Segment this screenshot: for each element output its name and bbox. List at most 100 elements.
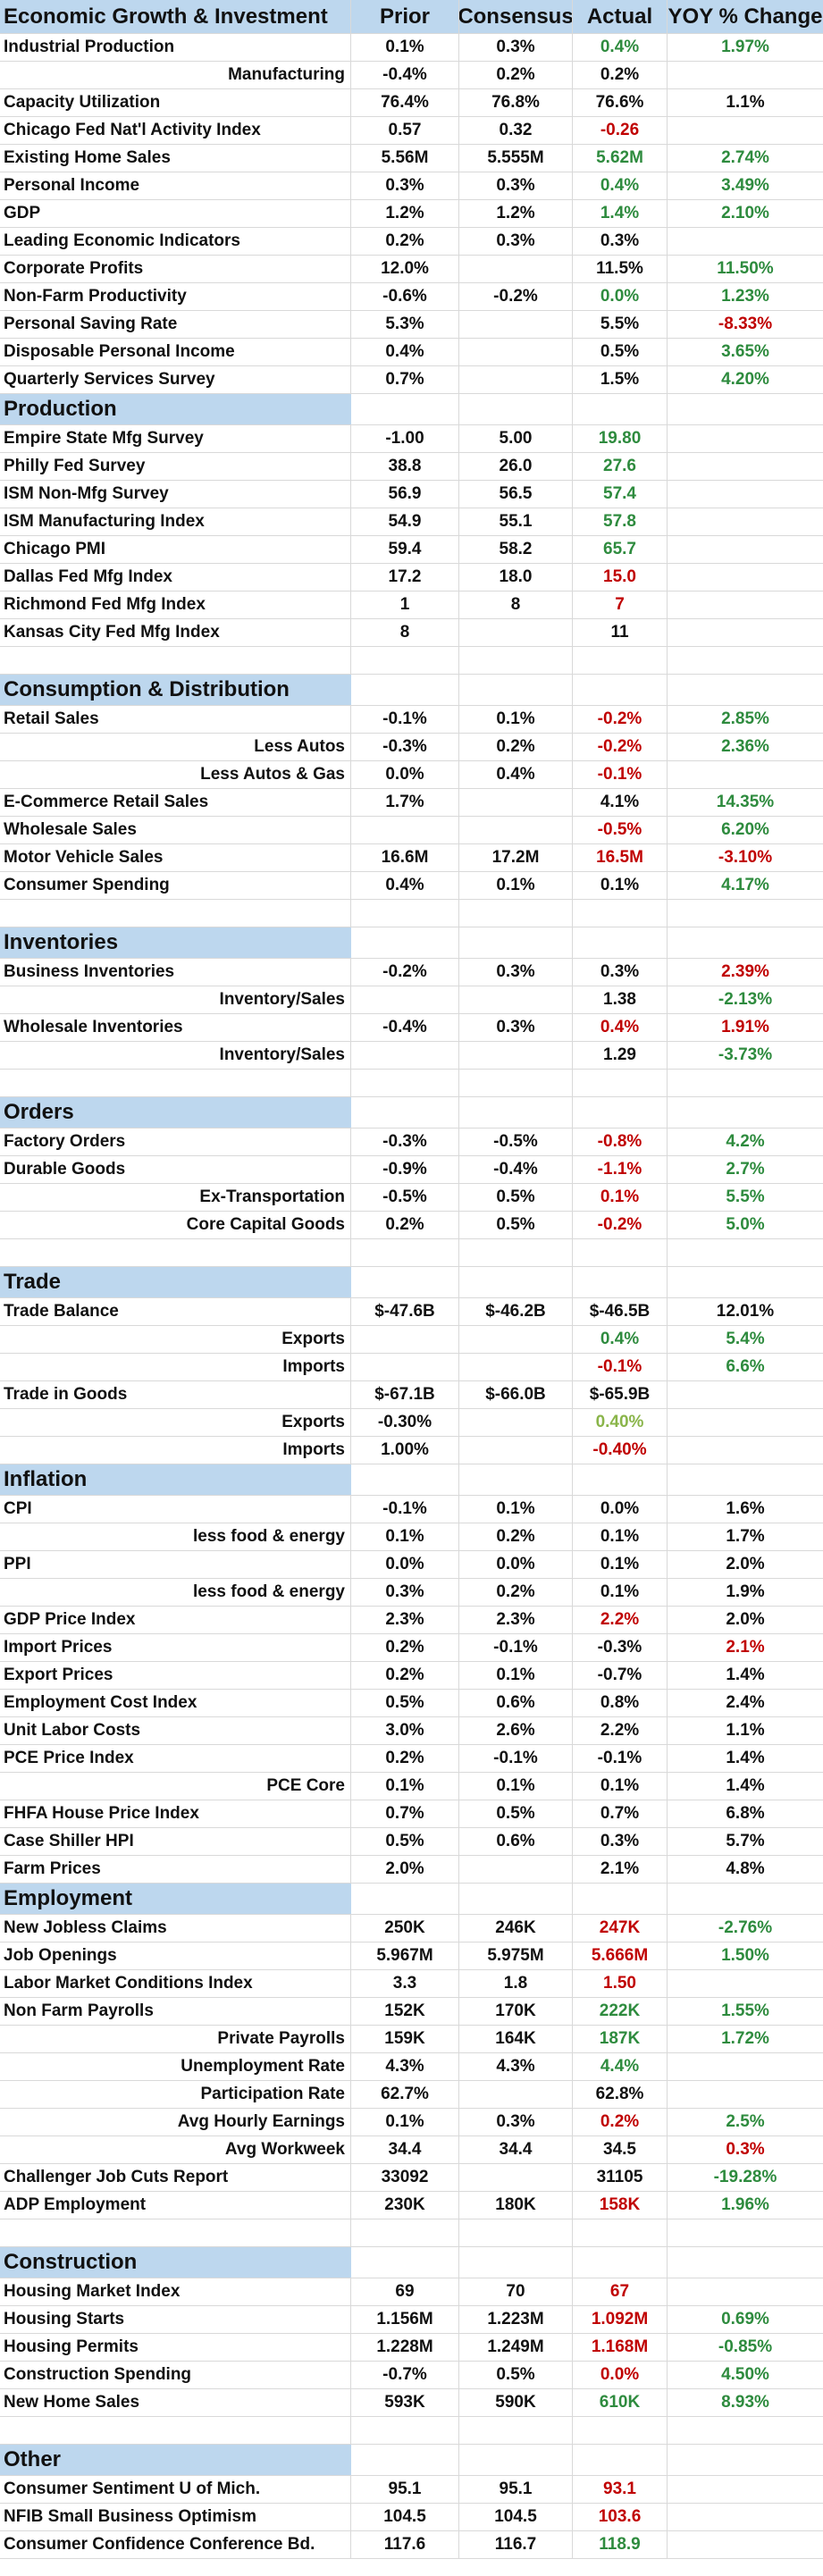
actual-value: 0.2%: [573, 2109, 668, 2135]
prior-value: [351, 986, 459, 1013]
table-header-row: Economic Growth & Investment Prior Conse…: [0, 0, 823, 34]
actual-value: -0.2%: [573, 734, 668, 760]
prior-value: 38.8: [351, 453, 459, 480]
section-title: Production: [0, 394, 351, 424]
yoy-change-value: 1.1%: [726, 93, 765, 112]
yoy-change-value: -2.76%: [718, 1918, 773, 1937]
empty-cell: [668, 1070, 823, 1096]
header-yoy-change: YOY % Change: [668, 4, 823, 29]
consensus-value: 0.3%: [459, 172, 573, 199]
table-row: Manufacturing -0.4% 0.2% 0.2%: [0, 62, 823, 89]
prior-value: [351, 817, 459, 843]
yoy-change-value: 4.50%: [721, 2365, 769, 2384]
prior-value: -0.3%: [351, 734, 459, 760]
section-title: Consumption & Distribution: [0, 675, 351, 705]
table-row: Wholesale Sales -0.5% 6.20%: [0, 817, 823, 844]
actual-value: 34.5: [573, 2136, 668, 2163]
table-row: Personal Saving Rate 5.3% 5.5% -8.33%: [0, 311, 823, 339]
table-row: Avg Hourly Earnings 0.1% 0.3% 0.2% 2.5%: [0, 2109, 823, 2136]
indicator-label: Housing Market Index: [0, 2278, 351, 2305]
yoy-change-value: [668, 453, 823, 480]
indicator-label: NFIB Small Business Optimism: [0, 2504, 351, 2530]
actual-value: 5.666M: [573, 1942, 668, 1969]
actual-value: 0.4%: [573, 34, 668, 61]
indicator-label: Import Prices: [0, 1634, 351, 1661]
section-empty-cell: [668, 1097, 823, 1128]
consensus-value: 0.2%: [459, 62, 573, 88]
actual-value: 0.3%: [573, 959, 668, 986]
empty-cell: [351, 1239, 459, 1266]
yoy-change-value: [668, 2531, 823, 2558]
consensus-value: 116.7: [459, 2531, 573, 2558]
empty-cell: [459, 647, 573, 674]
prior-value: 0.3%: [351, 172, 459, 199]
empty-cell: [0, 647, 351, 674]
consensus-value: [459, 619, 573, 646]
indicator-label: Consumer Spending: [0, 872, 351, 899]
prior-value: $-67.1B: [351, 1381, 459, 1408]
table-row: Kansas City Fed Mfg Index 8 11: [0, 619, 823, 647]
consensus-value: $-66.0B: [459, 1381, 573, 1408]
actual-value: 1.5%: [573, 366, 668, 393]
table-row: Unit Labor Costs 3.0% 2.6% 2.2% 1.1%: [0, 1717, 823, 1745]
empty-cell: [351, 647, 459, 674]
consensus-value: 95.1: [459, 2476, 573, 2503]
consensus-value: -0.4%: [459, 1156, 573, 1183]
indicator-label: Housing Starts: [0, 2306, 351, 2333]
table-row: Durable Goods -0.9% -0.4% -1.1% 2.7%: [0, 1156, 823, 1184]
table-row: Factory Orders -0.3% -0.5% -0.8% 4.2%: [0, 1129, 823, 1156]
prior-value: 0.2%: [351, 1745, 459, 1772]
actual-value: 62.8%: [573, 2081, 668, 2108]
yoy-change-value: 1.97%: [721, 38, 769, 56]
indicator-label: Core Capital Goods: [0, 1212, 351, 1238]
indicator-label: Quarterly Services Survey: [0, 366, 351, 393]
consensus-value: 0.0%: [459, 1551, 573, 1578]
consensus-value: 2.3%: [459, 1607, 573, 1633]
indicator-label: Chicago PMI: [0, 536, 351, 563]
actual-value: 67: [573, 2278, 668, 2305]
actual-value: 2.2%: [573, 1717, 668, 1744]
prior-value: 0.4%: [351, 339, 459, 365]
empty-cell: [573, 2219, 668, 2246]
table-row: Less Autos & Gas 0.0% 0.4% -0.1%: [0, 761, 823, 789]
consensus-value: [459, 1354, 573, 1380]
indicator-label: Construction Spending: [0, 2362, 351, 2388]
yoy-change-value: 1.4%: [726, 1776, 765, 1795]
consensus-value: 4.3%: [459, 2053, 573, 2080]
yoy-change-value: -0.85%: [718, 2337, 773, 2356]
consensus-value: 0.3%: [459, 1014, 573, 1041]
consensus-value: 5.975M: [459, 1942, 573, 1969]
consensus-value: 18.0: [459, 564, 573, 591]
actual-value: 11.5%: [573, 256, 668, 282]
actual-value: 57.4: [573, 481, 668, 508]
indicator-label: Case Shiller HPI: [0, 1828, 351, 1855]
yoy-change-value: [668, 62, 823, 88]
actual-value: -0.40%: [573, 1437, 668, 1464]
indicator-label: Wholesale Sales: [0, 817, 351, 843]
section-empty-cell: [668, 2445, 823, 2475]
actual-value: 2.1%: [573, 1856, 668, 1883]
actual-value: -0.1%: [573, 1745, 668, 1772]
yoy-change-value: 4.8%: [726, 1859, 765, 1878]
section-header-row: Inventories: [0, 927, 823, 959]
section-header-row: Trade: [0, 1267, 823, 1298]
yoy-change-value: [668, 564, 823, 591]
section-empty-cell: [668, 1267, 823, 1297]
consensus-value: 0.1%: [459, 1662, 573, 1689]
prior-value: 0.7%: [351, 1800, 459, 1827]
indicator-label: Retail Sales: [0, 706, 351, 733]
table-row: Dallas Fed Mfg Index 17.2 18.0 15.0: [0, 564, 823, 592]
prior-value: [351, 1042, 459, 1069]
section-title: Employment: [0, 1884, 351, 1914]
table-row: Construction Spending -0.7% 0.5% 0.0% 4.50%: [0, 2362, 823, 2389]
yoy-change-value: 8.93%: [721, 2393, 769, 2412]
actual-value: 2.2%: [573, 1607, 668, 1633]
indicator-label: Motor Vehicle Sales: [0, 844, 351, 871]
table-row: New Home Sales 593K 590K 610K 8.93%: [0, 2389, 823, 2417]
prior-value: 0.2%: [351, 1212, 459, 1238]
table-row: Consumer Spending 0.4% 0.1% 0.1% 4.17%: [0, 872, 823, 900]
indicator-label: Exports: [0, 1326, 351, 1353]
actual-value: 1.092M: [573, 2306, 668, 2333]
table-row: CPI -0.1% 0.1% 0.0% 1.6%: [0, 1496, 823, 1523]
section-empty-cell: [351, 2247, 459, 2278]
